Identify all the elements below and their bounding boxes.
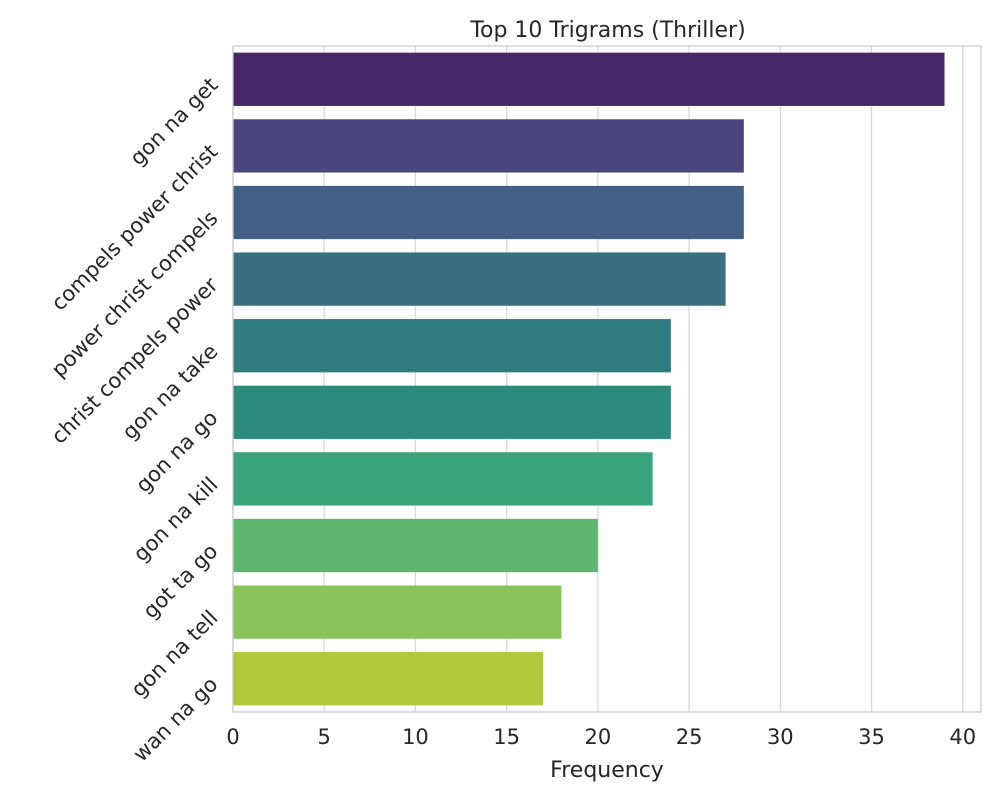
bar [233, 252, 726, 306]
bar [233, 452, 653, 506]
bar [233, 585, 562, 639]
chart-title: Top 10 Trigrams (Thriller) [469, 18, 745, 43]
bars [233, 52, 945, 706]
x-tick-label: 15 [493, 725, 520, 749]
x-tick-label: 10 [402, 725, 429, 749]
x-tick-label: 35 [858, 725, 885, 749]
x-tick-label: 20 [585, 725, 612, 749]
bar [233, 652, 544, 706]
x-tick-label: 40 [949, 725, 976, 749]
x-tick-label: 5 [318, 725, 331, 749]
x-axis-label: Frequency [550, 758, 664, 783]
bar [233, 185, 744, 240]
bar [233, 119, 744, 173]
bar [233, 52, 945, 106]
bar [233, 518, 598, 573]
bar [233, 319, 671, 373]
plot-frame [232, 45, 982, 713]
x-tick-labels: 0 5 10 15 20 25 30 35 40 [226, 725, 976, 749]
x-tick-label: 25 [676, 725, 703, 749]
x-tick-label: 0 [226, 725, 239, 749]
bar [233, 385, 671, 439]
x-tick-label: 30 [767, 725, 794, 749]
